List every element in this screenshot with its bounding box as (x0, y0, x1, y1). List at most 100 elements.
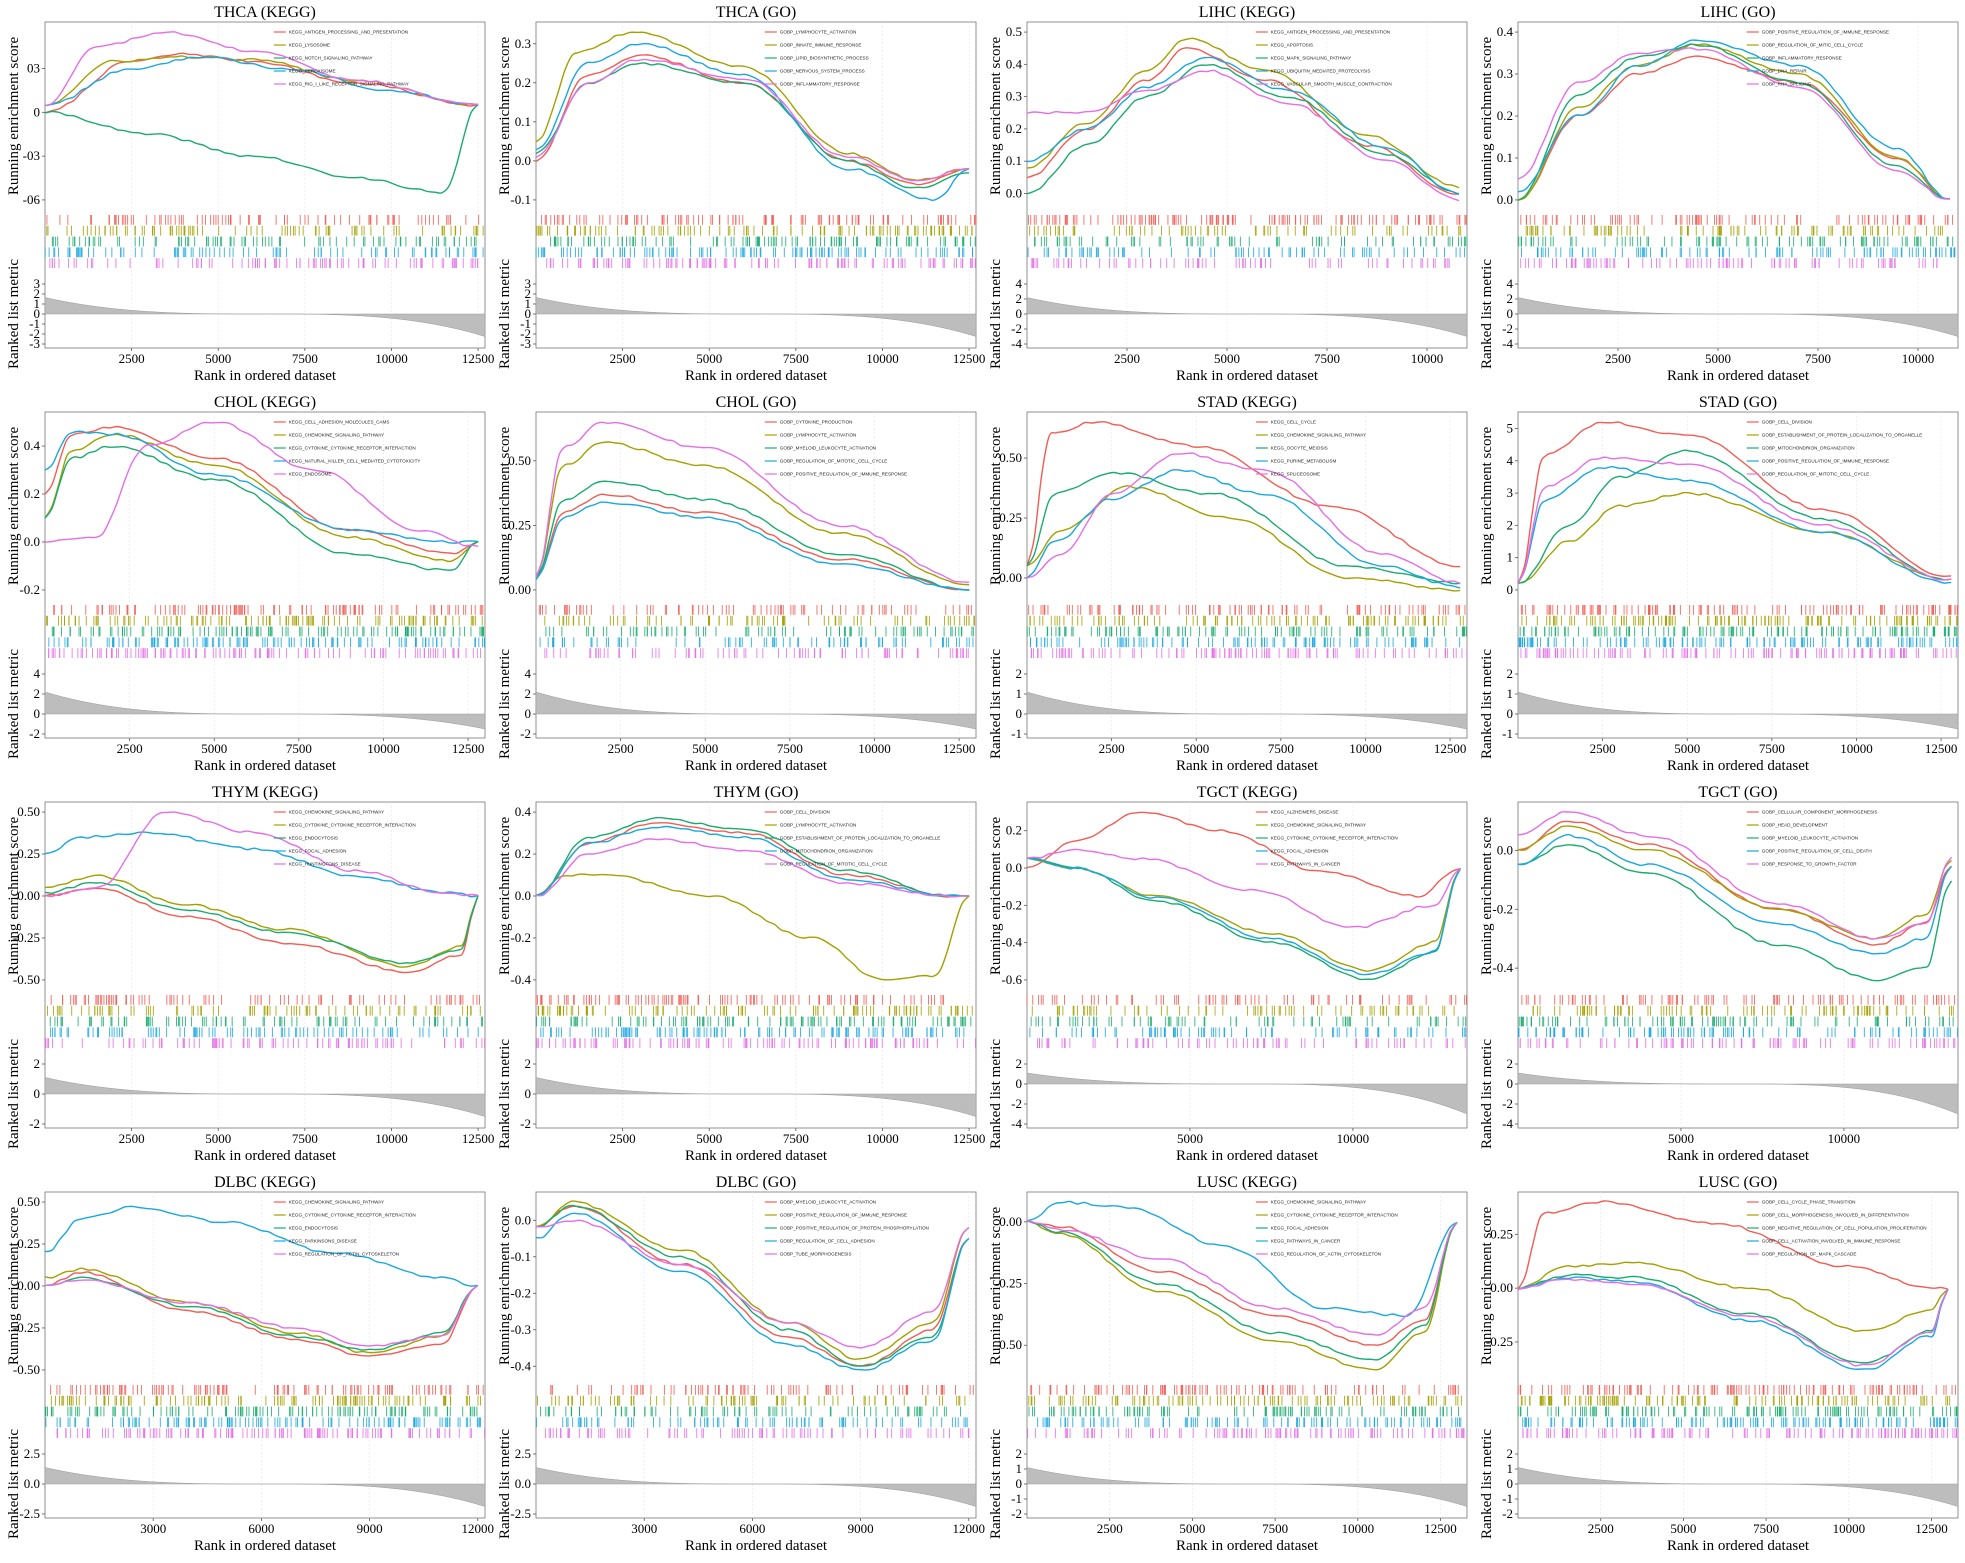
es-curve (1026, 1220, 1458, 1346)
x-tick-label: 12000 (462, 1521, 495, 1536)
panel-title: THCA (GO) (716, 4, 796, 21)
hit-barcode (46, 225, 484, 236)
hit-barcode (1519, 626, 1958, 637)
hit-barcode (1028, 605, 1466, 615)
es-tick-label: 0.50 (999, 450, 1022, 465)
legend-entry: GOBP_POSITIVE_REGULATION_OF_PROTEIN_PHOS… (780, 1226, 929, 1231)
es-curve (535, 816, 970, 898)
es-tick-label: 0.4 (1006, 56, 1023, 71)
panel-title: TGCT (KEGG) (1197, 784, 1298, 801)
es-tick-label: -0.50 (13, 1362, 40, 1377)
metric-tick-label: 0 (1016, 706, 1023, 721)
hit-barcode (536, 1038, 976, 1048)
metric-tick-label: 2 (1507, 1446, 1514, 1461)
es-tick-label: 0.25 (1490, 1226, 1513, 1241)
es-curve (1517, 1276, 1949, 1370)
hit-barcode (540, 1406, 962, 1417)
metric-tick-label: 0.0 (515, 1476, 531, 1491)
x-tick-label: 3000 (140, 1521, 166, 1536)
metric-tick-label: 1 (1016, 686, 1023, 701)
es-curve (44, 1267, 479, 1354)
hit-barcode (1522, 1417, 1958, 1428)
x-tick-label: 10000 (1342, 1521, 1375, 1536)
panel-title: LIHC (KEGG) (1199, 4, 1295, 21)
es-tick-label: 3 (1507, 485, 1514, 500)
gsea-panel: THCA (GO) Running enrichment score Ranked … (491, 0, 985, 390)
legend-entry: GOBP_RESPONSE_TO_GROWTH_FACTOR (1762, 862, 1857, 867)
es-curve (1517, 1200, 1949, 1290)
es-tick-label: -0.25 (995, 1276, 1022, 1291)
plot-frame (44, 1191, 486, 1519)
es-tick-label: -0.2 (1001, 897, 1022, 912)
es-tick-label: 0 (34, 104, 41, 119)
metric-tick-label: 2.5 (24, 1446, 40, 1461)
metric-tick-label: 0 (525, 706, 532, 721)
plot-frame (1517, 411, 1959, 739)
metric-axis-label: Ranked list metric (497, 1039, 513, 1149)
es-tick-label: 0.00 (17, 888, 40, 903)
metric-tick-label: 2.5 (515, 1446, 531, 1461)
x-tick-label: 6000 (248, 1521, 274, 1536)
plot-frame (1026, 1191, 1468, 1519)
legend-entry: KEGG_CELL_ADHESION_MOLECULES_CAMS (289, 420, 390, 425)
ranked-metric-area (1517, 1072, 1959, 1115)
es-tick-label: -0.25 (13, 930, 40, 945)
legend-entry: GOBP_LYMPHOCYTE_ACTIVATION (780, 823, 857, 828)
es-tick-label: 0.25 (17, 1236, 40, 1251)
legend-entry: GOBP_POSITIVE_REGULATION_OF_IMMUNE_RESPO… (780, 472, 907, 477)
legend-entry: KEGG_CHEMOKINE_SIGNALING_PATHWAY (1271, 1200, 1366, 1205)
hit-barcode (1525, 225, 1943, 236)
hit-barcode (46, 215, 480, 225)
x-tick-label: 12500 (1925, 741, 1958, 756)
es-curve (535, 1212, 970, 1371)
es-tick-label: -0.6 (1001, 972, 1022, 987)
gsea-plot-svg: THYM (GO) Running enrichment score Ranked … (497, 784, 985, 1164)
metric-tick-label: -2 (29, 326, 40, 341)
ranked-metric-area (1026, 691, 1468, 730)
es-curve (1517, 456, 1952, 584)
hit-barcode (536, 1417, 968, 1428)
metric-tick-label: 4 (1507, 276, 1514, 291)
legend-entry: GOBP_REGULATION_OF_MITOTIC_CELL_CYCLE (780, 459, 888, 464)
metric-tick-label: 2 (525, 1056, 532, 1071)
hit-barcode (50, 1385, 484, 1395)
x-tick-label: 5000 (205, 351, 231, 366)
es-curve (44, 831, 479, 898)
x-axis-label: Rank in ordered dataset (1176, 1538, 1319, 1554)
metric-tick-label: 1 (525, 296, 532, 311)
x-tick-label: 7500 (783, 351, 809, 366)
x-axis-label: Rank in ordered dataset (194, 1538, 337, 1554)
gsea-plot-svg: STAD (KEGG) Running enrichment score Ranke… (988, 394, 1468, 774)
ranked-metric-area (535, 297, 977, 337)
es-curve (44, 1276, 479, 1351)
es-tick-label: 0.1 (1497, 150, 1513, 165)
es-axis-label: Running enrichment score (1479, 37, 1495, 196)
es-curve (44, 430, 479, 544)
es-tick-label: 03 (27, 61, 40, 76)
x-axis-label: Rank in ordered dataset (1176, 1148, 1319, 1164)
es-curve (1026, 1200, 1458, 1318)
legend-entry: GOBP_DNA_REPAIR (1762, 69, 1808, 74)
es-tick-label: 0.0 (1006, 185, 1022, 200)
hit-barcode (1519, 1038, 1956, 1048)
hit-barcode (546, 258, 976, 268)
es-curve (535, 873, 970, 981)
x-tick-label: 10000 (1337, 1131, 1370, 1146)
legend-entry: KEGG_CELL_CYCLE (1271, 420, 1316, 425)
x-tick-label: 5000 (1183, 741, 1209, 756)
x-axis-label: Rank in ordered dataset (1667, 1538, 1810, 1554)
es-tick-label: -0.4 (1492, 960, 1513, 975)
x-tick-label: 2500 (608, 741, 634, 756)
gsea-panel: STAD (KEGG) Running enrichment score Ranke… (982, 390, 1473, 780)
legend-entry: KEGG_NOTCH_SIGNALING_PATHWAY (289, 56, 373, 61)
legend-entry: KEGG_HUNTINGTONS_DISEASE (289, 862, 361, 867)
metric-axis-label: Ranked list metric (988, 1429, 1004, 1539)
hit-barcode (1517, 1027, 1959, 1038)
metric-tick-label: -4 (1011, 336, 1022, 351)
es-axis-label: Running enrichment score (988, 1207, 1004, 1366)
es-curve (535, 501, 970, 591)
metric-tick-label: 2 (1507, 1056, 1514, 1071)
es-axis-label: Running enrichment score (6, 427, 22, 586)
metric-tick-label: -2.5 (19, 1506, 40, 1521)
es-curve (44, 425, 479, 555)
